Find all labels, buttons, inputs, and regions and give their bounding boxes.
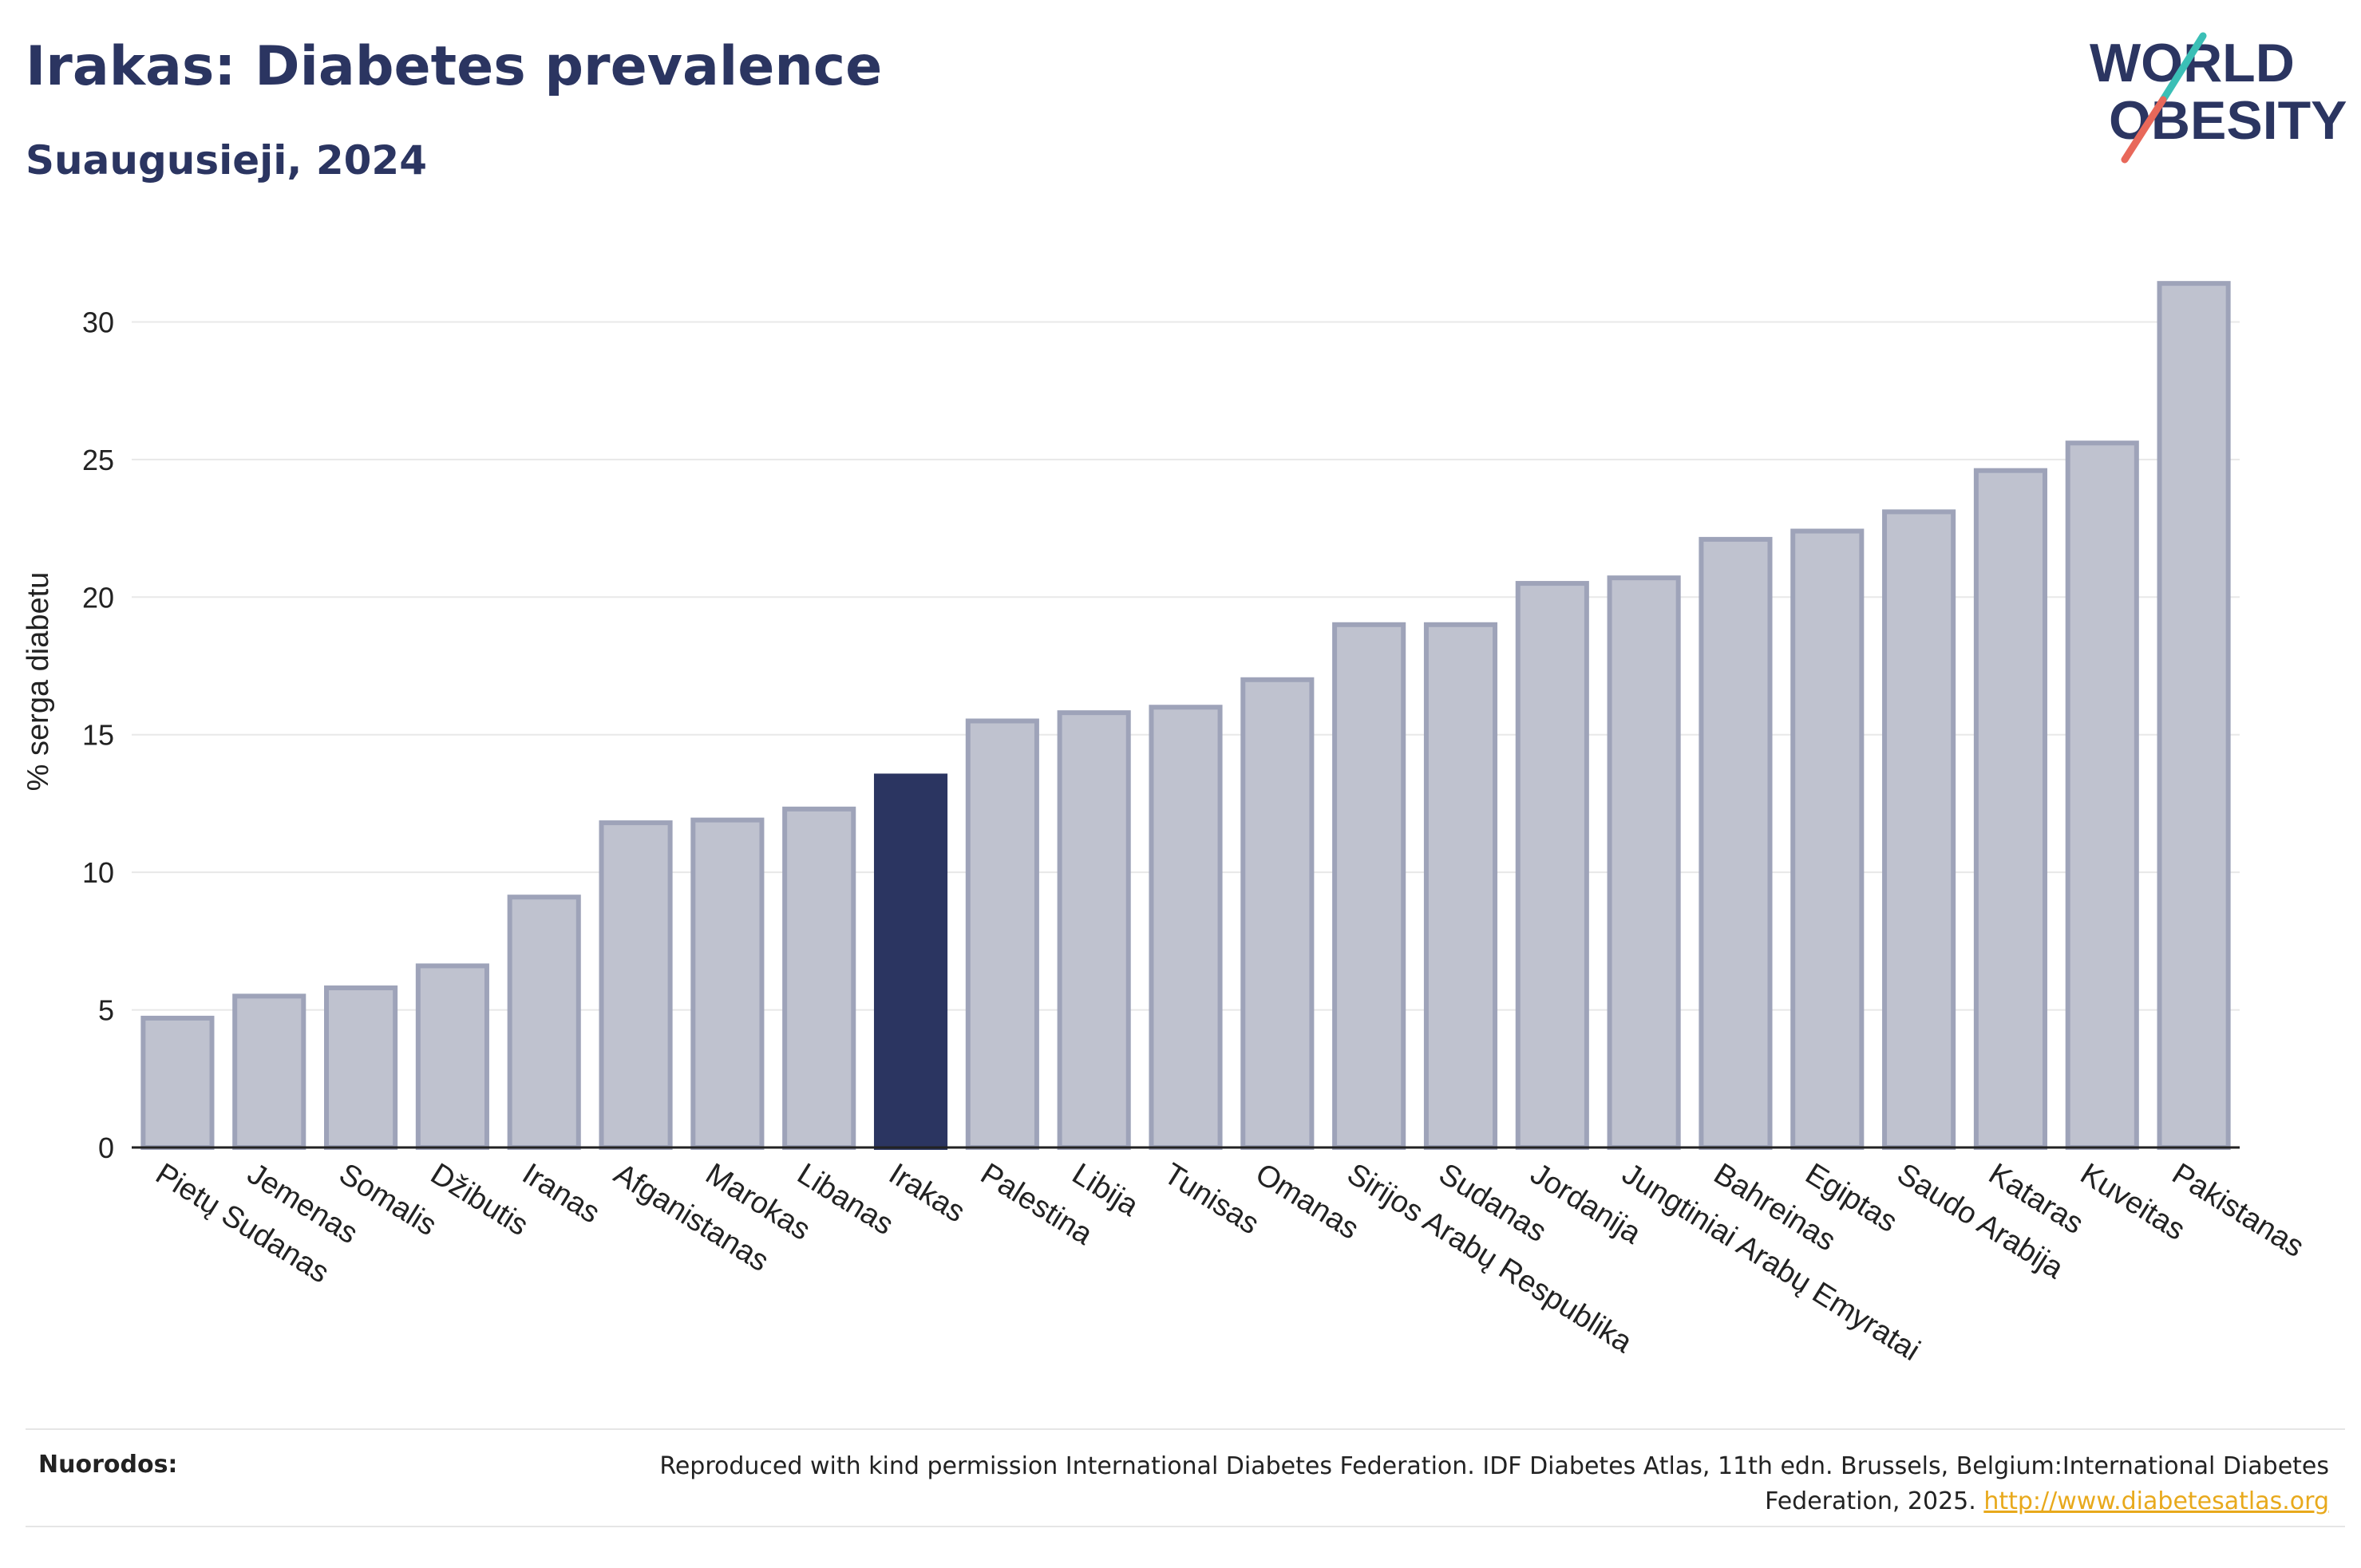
y-tick-label: 15 xyxy=(82,719,114,752)
x-tick-label: Kuveitas xyxy=(2074,1157,2191,1247)
bar xyxy=(1607,575,1681,1150)
bars xyxy=(140,281,2231,1151)
bar xyxy=(2065,440,2139,1150)
logo-slash-top xyxy=(2159,32,2207,104)
x-tick-label: Džibutis xyxy=(425,1157,534,1242)
footer-link[interactable]: http://www.diabetesatlas.org xyxy=(1983,1487,2329,1515)
bar-chart: 0 5 10 15 20 25 30 Pietų SudanasJemenasSomalis… xyxy=(22,281,2310,1368)
footer-divider-bottom xyxy=(26,1526,2345,1527)
y-axis-label: % serga diabetu xyxy=(22,572,55,792)
bar xyxy=(965,718,1039,1150)
logo-line1: WORLD xyxy=(2090,33,2295,93)
logo-slash-bottom xyxy=(2121,96,2167,164)
x-tick-label: Afganistanas xyxy=(608,1157,775,1278)
bar xyxy=(140,1015,215,1151)
bar xyxy=(1149,705,1223,1150)
chart-title: Irakas: Diabetes prevalence xyxy=(26,35,883,98)
bar-highlighted xyxy=(873,773,948,1150)
y-tick-label: 30 xyxy=(82,306,114,338)
bar xyxy=(1515,581,1589,1150)
bar xyxy=(1790,528,1865,1150)
y-tick-label: 25 xyxy=(82,444,114,476)
x-tick-label: Omanas xyxy=(1250,1157,1365,1246)
bar xyxy=(690,817,765,1150)
footer-citation-text: Reproduced with kind permission Internat… xyxy=(659,1452,2329,1515)
bar xyxy=(599,820,673,1150)
y-tick-label: 10 xyxy=(82,856,114,889)
bar xyxy=(1699,536,1773,1150)
x-axis-labels: Pietų SudanasJemenasSomalisDžibutisIrana… xyxy=(150,1157,2310,1368)
y-tick-label: 20 xyxy=(82,581,114,614)
bar xyxy=(1240,677,1315,1150)
bar xyxy=(1882,509,1956,1150)
bar xyxy=(1423,622,1498,1150)
y-axis-ticks: 0 5 10 15 20 25 30 xyxy=(82,306,114,1164)
x-tick-label: Pakistanas xyxy=(2166,1157,2310,1264)
y-tick-label: 0 xyxy=(98,1132,114,1164)
bar xyxy=(507,895,581,1150)
bar xyxy=(324,985,398,1151)
bar xyxy=(1332,622,1406,1150)
footer-label: Nuorodos: xyxy=(38,1451,178,1479)
bar xyxy=(1057,710,1131,1150)
footer-citation: Reproduced with kind permission Internat… xyxy=(653,1449,2329,1519)
x-tick-label: Tunisas xyxy=(1158,1157,1265,1241)
bar xyxy=(782,806,856,1150)
x-tick-label: Irakas xyxy=(883,1157,971,1229)
bar xyxy=(415,963,489,1151)
bar xyxy=(232,993,306,1151)
y-tick-label: 5 xyxy=(98,994,114,1027)
world-obesity-logo: WORLD OBESITY xyxy=(2090,32,2347,164)
bar xyxy=(2157,281,2231,1150)
bar xyxy=(1973,468,2047,1150)
chart-subtitle: Suaugusieji, 2024 xyxy=(26,137,427,184)
footer-divider-top xyxy=(26,1428,2345,1430)
